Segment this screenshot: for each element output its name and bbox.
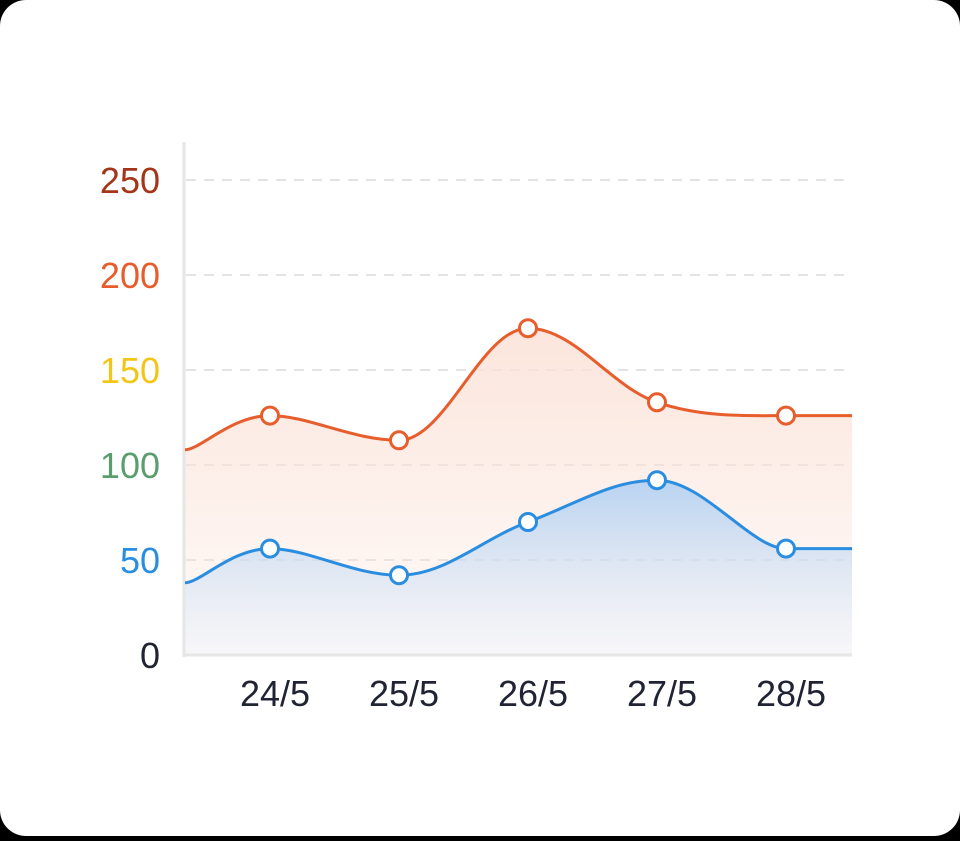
- axes: [182, 142, 852, 657]
- series-1-point-24/5[interactable]: [260, 538, 280, 559]
- series-1-point-26/5[interactable]: [518, 512, 538, 532]
- y-axis-ticks: 0 50 100 150 200 250: [100, 160, 160, 676]
- series-1-point-27/5[interactable]: [647, 470, 667, 491]
- series-areas: [185, 328, 852, 655]
- y-tick-100: 100: [100, 445, 160, 486]
- series-1-area: [185, 480, 852, 655]
- y-tick-200: 200: [100, 255, 160, 296]
- x-tick-25/5: 25/5: [369, 673, 439, 714]
- x-axis-ticks: 24/5 25/5 26/5 27/5 28/5: [240, 673, 826, 714]
- series-0-point-28/5[interactable]: [776, 405, 796, 426]
- series-0-point-27/5[interactable]: [647, 392, 667, 413]
- series-1-point-25/5[interactable]: [389, 565, 409, 586]
- y-tick-250: 250: [100, 160, 160, 201]
- series-1-point-28/5[interactable]: [776, 538, 796, 559]
- x-tick-27/5: 27/5: [627, 673, 697, 714]
- series-0-point-25/5[interactable]: [389, 430, 409, 451]
- x-tick-28/5: 28/5: [756, 673, 826, 714]
- x-tick-24/5: 24/5: [240, 673, 310, 714]
- y-tick-150: 150: [100, 350, 160, 391]
- series-0-point-24/5[interactable]: [260, 405, 280, 426]
- series-0-point-26/5[interactable]: [518, 318, 538, 339]
- y-tick-50: 50: [120, 540, 160, 581]
- x-tick-26/5: 26/5: [498, 673, 568, 714]
- series-points: [260, 318, 796, 586]
- y-tick-0: 0: [140, 635, 160, 676]
